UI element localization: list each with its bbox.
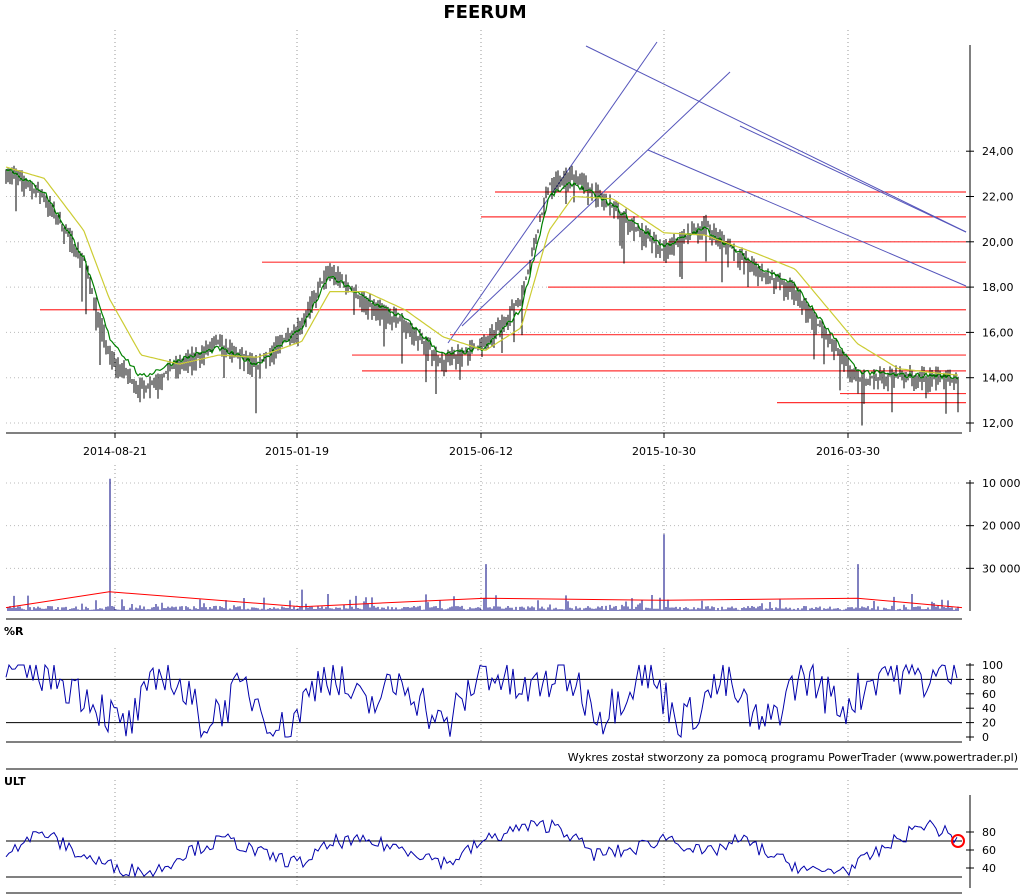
price-bars — [5, 165, 959, 426]
volume-average-line — [5, 591, 963, 609]
price-xtick-label: 2016-03-30 — [816, 445, 880, 458]
chart-title: FEERUM — [443, 2, 527, 23]
trendline — [585, 45, 967, 233]
wr-ytick-label: 60 — [982, 688, 996, 701]
sma-long-line — [5, 166, 959, 376]
price-xtick-label: 2015-06-12 — [449, 445, 513, 458]
price-xtick-label: 2015-10-30 — [632, 445, 696, 458]
trendline — [647, 149, 967, 287]
wr-ytick-label: 80 — [982, 673, 996, 686]
price-ytick-label: 22,00 — [982, 191, 1014, 204]
ult-ytick-label: 80 — [982, 826, 996, 839]
moving-averages — [5, 166, 959, 381]
wr-line — [5, 663, 958, 739]
price-xtick-label: 2014-08-21 — [83, 445, 147, 458]
ult-line — [5, 819, 958, 878]
sma-short-line — [5, 168, 959, 381]
price-ytick-label: 14,00 — [982, 372, 1014, 385]
ult-ytick-label: 60 — [982, 844, 996, 857]
ult-panel-label: ULT — [4, 775, 26, 788]
trendline — [739, 125, 967, 233]
volume-ytick-label: 20 000 — [982, 520, 1021, 533]
price-ytick-label: 16,00 — [982, 326, 1014, 339]
price-ytick-label: 18,00 — [982, 281, 1014, 294]
price-ytick-label: 24,00 — [982, 145, 1014, 158]
axes: 12,00 14,00 16,00 18,00 20,00 22,00 24,00 2014-… — [6, 45, 1021, 894]
wr-ytick-label: 100 — [982, 659, 1003, 672]
wr-panel-label: %R — [4, 625, 24, 638]
volume-panel — [5, 478, 963, 611]
ult-signal-marker — [951, 834, 965, 848]
volume-ytick-label: 30 000 — [982, 562, 1021, 575]
wr-ytick-label: 40 — [982, 702, 996, 715]
price-ytick-label: 12,00 — [982, 417, 1014, 430]
price-ytick-label: 20,00 — [982, 236, 1014, 249]
wr-panel — [5, 663, 962, 739]
horizontal-levels — [40, 191, 966, 404]
gridlines — [6, 30, 962, 888]
volume-ytick-label: 10 000 — [982, 477, 1021, 490]
credit-text: Wykres został stworzony za pomocą progra… — [567, 751, 1018, 764]
ult-ytick-label: 40 — [982, 862, 996, 875]
ult-panel — [5, 819, 965, 878]
wr-ytick-label: 0 — [982, 731, 989, 744]
price-xtick-label: 2015-01-19 — [265, 445, 329, 458]
wr-ytick-label: 20 — [982, 717, 996, 730]
